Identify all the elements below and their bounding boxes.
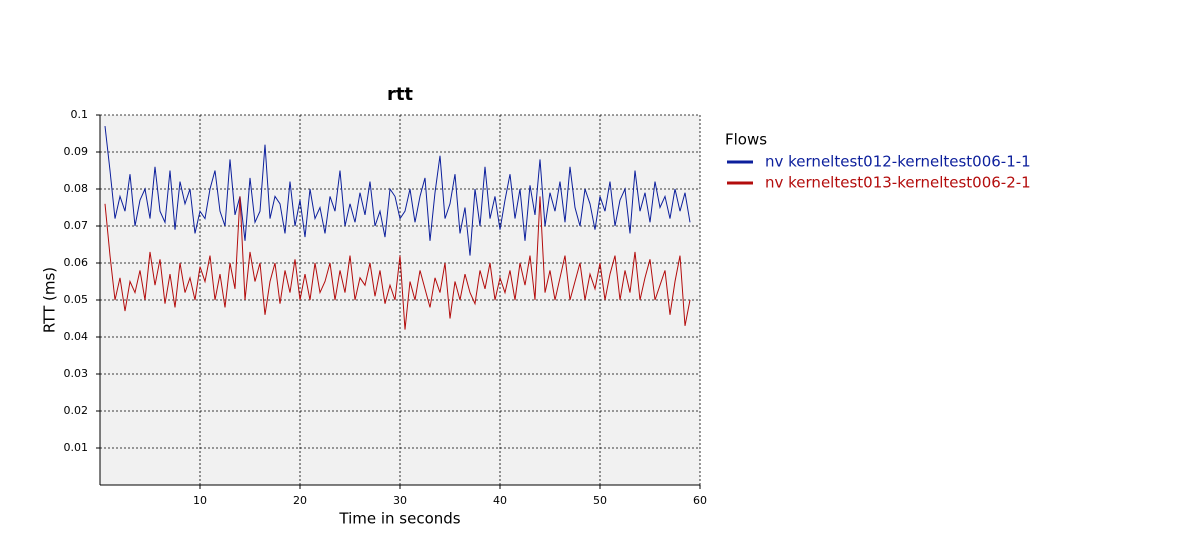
y-tick-label: 0.1 [71,108,89,121]
y-tick-label: 0.03 [64,367,89,380]
legend-title: Flows [725,131,767,149]
y-tick-label: 0.05 [64,293,89,306]
y-tick-label: 0.08 [64,182,89,195]
x-axis-label: Time in seconds [338,510,460,528]
x-tick-label: 50 [593,494,607,507]
y-tick-label: 0.06 [64,256,89,269]
y-axis-label: RTT (ms) [41,267,59,333]
series-line [104,196,691,330]
y-tick-label: 0.01 [64,441,89,454]
x-tick-label: 10 [193,494,207,507]
y-tick-label: 0.04 [64,330,89,343]
y-tick-label: 0.09 [64,145,89,158]
legend-label: nv kerneltest012-kerneltest006-1-1 [765,153,1031,171]
y-tick-label: 0.07 [64,219,89,232]
chart-title: rtt [387,84,413,105]
x-tick-label: 40 [493,494,507,507]
x-tick-label: 30 [393,494,407,507]
series-line [104,126,691,256]
legend-label: nv kerneltest013-kerneltest006-2-1 [765,174,1031,192]
y-tick-label: 0.02 [64,404,89,417]
x-tick-label: 20 [293,494,307,507]
x-tick-label: 60 [693,494,707,507]
